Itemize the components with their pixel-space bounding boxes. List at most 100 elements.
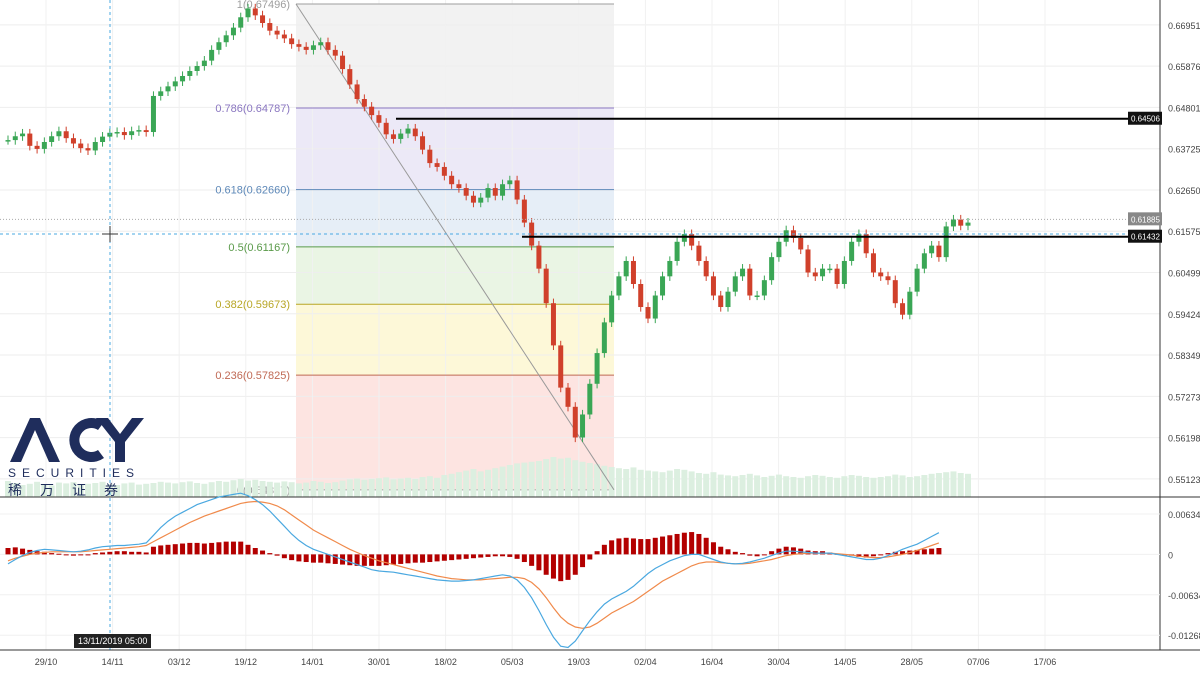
candle-body	[769, 257, 775, 281]
macd-histogram-bar	[100, 552, 106, 555]
macd-histogram-bar	[601, 544, 607, 555]
volume-bar	[295, 483, 302, 497]
candle-body	[20, 133, 26, 137]
candle-body	[660, 276, 666, 296]
candle-body	[521, 199, 527, 223]
candle-body	[420, 136, 426, 150]
macd-histogram-bar	[209, 542, 215, 555]
macd-histogram-bar	[594, 551, 600, 555]
macd-histogram-bar	[740, 553, 746, 555]
candle-body	[34, 145, 40, 149]
macd-histogram-bar	[412, 554, 418, 563]
macd-histogram-bar	[114, 551, 120, 555]
macd-histogram-bar	[485, 554, 491, 557]
candle-body	[209, 49, 215, 61]
volume-bar	[310, 481, 317, 497]
macd-histogram-bar	[383, 554, 389, 566]
y-tick-label: 0.62650	[1168, 186, 1200, 196]
candle-body	[354, 84, 360, 100]
volume-bar	[19, 485, 26, 497]
macd-histogram-bar	[478, 554, 484, 558]
x-tick-label: 29/10	[35, 657, 58, 667]
macd-histogram-bar	[529, 554, 535, 566]
fib-zone	[296, 246, 614, 305]
candle-body	[230, 27, 236, 36]
candle-body	[129, 131, 135, 136]
candle-body	[281, 34, 287, 39]
macd-histogram-bar	[303, 554, 309, 563]
volume-bar	[812, 475, 819, 497]
macd-histogram-bar	[260, 550, 266, 555]
volume-bar	[594, 464, 601, 497]
candle-body	[41, 142, 47, 149]
candle-body	[434, 163, 440, 167]
macd-histogram-bar	[172, 544, 178, 555]
volume-bar	[412, 479, 419, 497]
macd-histogram-bar	[776, 548, 782, 555]
volume-bar	[477, 471, 484, 497]
macd-histogram-bar	[514, 554, 520, 559]
candle-body	[180, 75, 186, 82]
fib-zone	[296, 189, 614, 247]
candle-body	[929, 245, 935, 254]
macd-histogram-bar	[296, 554, 302, 562]
macd-histogram-bar	[754, 554, 760, 557]
macd-histogram-bar	[609, 540, 615, 555]
macd-histogram-bar	[674, 533, 680, 555]
volume-bar	[397, 478, 404, 497]
fib-level-label: 0.382(0.59673)	[215, 299, 290, 311]
macd-histogram-bar	[63, 554, 69, 556]
candle-body	[456, 184, 462, 189]
macd-histogram-bar	[361, 554, 367, 566]
macd-histogram-bar	[623, 537, 629, 555]
macd-histogram-bar	[645, 539, 651, 555]
candle-body	[172, 81, 178, 87]
volume-bar	[615, 468, 622, 497]
candle-body	[878, 272, 884, 277]
candle-body	[441, 166, 447, 176]
y-tick-label: 0.64801	[1168, 103, 1200, 113]
candle-body	[863, 234, 869, 254]
macd-histogram-bar	[572, 554, 578, 575]
volume-bar	[354, 478, 361, 497]
candle-body	[500, 184, 506, 196]
macd-histogram-bar	[936, 548, 942, 555]
macd-histogram-bar	[500, 554, 506, 557]
macd-histogram-bar	[325, 554, 331, 564]
volume-bar	[179, 482, 186, 497]
candle-body	[849, 241, 855, 261]
volume-bar	[601, 465, 608, 497]
macd-histogram-bar	[376, 554, 382, 566]
volume-bar	[572, 460, 579, 497]
volume-bar	[455, 472, 462, 497]
candle-body	[681, 234, 687, 242]
volume-bar	[317, 481, 324, 497]
price-tag	[1128, 212, 1162, 226]
candle-body	[310, 45, 316, 50]
x-tick-label: 14/05	[834, 657, 857, 667]
volume-bar	[557, 458, 564, 497]
candle-body	[841, 260, 847, 284]
acy-logo	[8, 412, 148, 472]
volume-bar	[630, 467, 637, 497]
volume-bar	[237, 479, 244, 497]
candle-body	[78, 143, 84, 149]
fib-zone	[296, 3, 614, 108]
y-tick-label: 0.57273	[1168, 392, 1200, 402]
candle-body	[885, 276, 891, 281]
volume-bar	[877, 477, 884, 497]
candle-body	[449, 175, 455, 185]
volume-bar	[121, 483, 128, 497]
volume-bar	[652, 471, 659, 497]
macd-histogram-bar	[194, 542, 200, 555]
candle-body	[376, 115, 382, 123]
candle-body	[70, 138, 76, 144]
volume-bar	[797, 477, 804, 497]
volume-bar	[885, 476, 891, 497]
volume-bar	[281, 481, 288, 497]
macd-histogram-bar	[49, 553, 55, 555]
volume-bar	[135, 484, 142, 497]
volume-bar	[761, 477, 768, 497]
candle-body	[616, 276, 622, 296]
